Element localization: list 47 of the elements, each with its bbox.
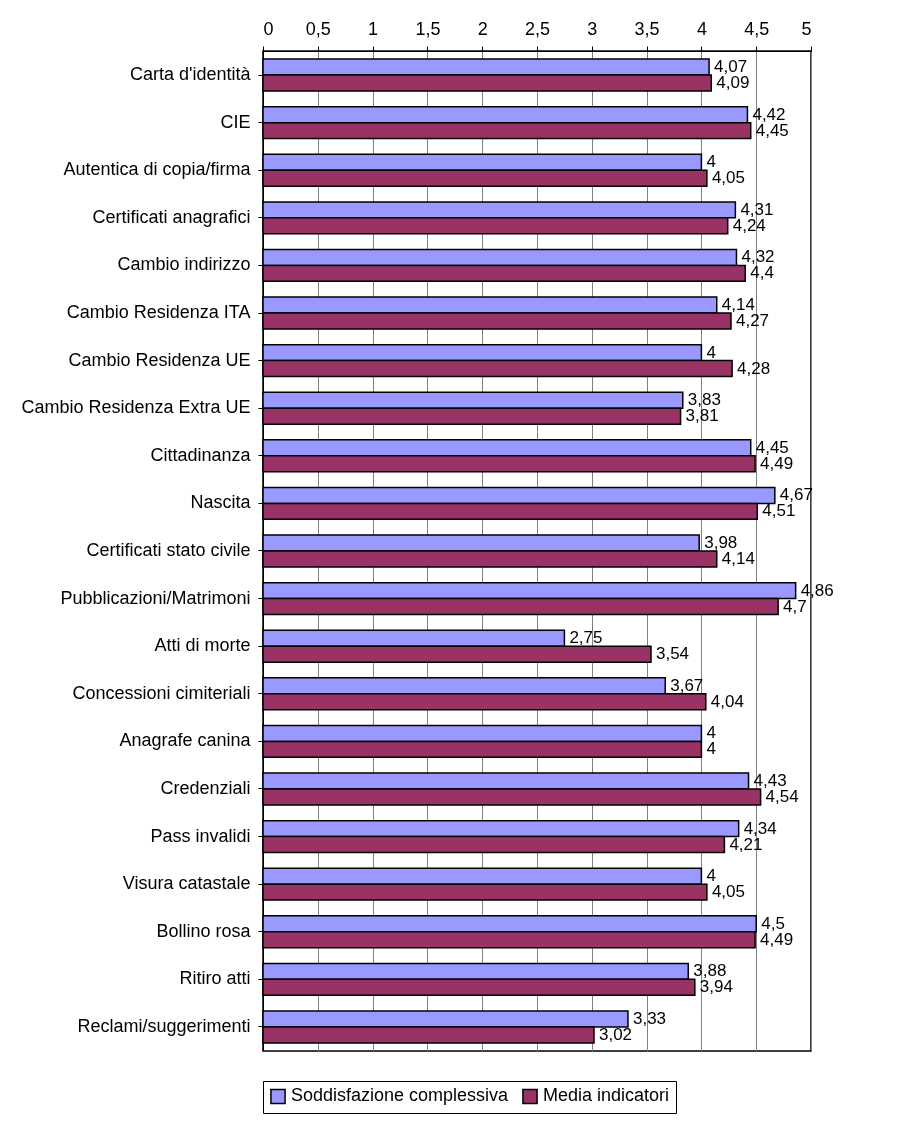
data-label: 4,51	[762, 501, 796, 521]
y-tick-label: CIE	[220, 111, 251, 132]
data-label: 4,04	[710, 691, 744, 711]
data-label: 4,5	[761, 913, 785, 933]
x-tick-label: 0,5	[305, 18, 331, 39]
x-tick-label: 1,5	[415, 18, 441, 39]
y-tick-label: Carta d'identità	[129, 64, 252, 85]
data-label: 4,45	[755, 437, 789, 457]
y-tick-label: Visura catastale	[122, 873, 251, 894]
data-label: 3,33	[632, 1008, 667, 1028]
data-label: 3,67	[670, 675, 704, 695]
y-tick-label: Ritiro atti	[179, 968, 251, 989]
y-tick-label: Reclami/suggerimenti	[77, 1015, 251, 1036]
x-tick-label: 4	[696, 18, 707, 39]
y-tick-label: Cambio Residenza ITA	[66, 302, 251, 323]
x-tick-label: 2,5	[524, 18, 551, 39]
y-tick-label: Cambio Residenza UE	[68, 349, 251, 370]
x-tick-label: 2	[477, 18, 488, 39]
y-tick-label: Credenziali	[160, 777, 251, 798]
legend-label: Soddisfazione complessiva	[291, 1085, 510, 1106]
y-tick-label: Cambio Residenza Extra UE	[21, 397, 251, 418]
data-label: 3,54	[655, 644, 690, 664]
y-tick-label: Cittadinanza	[150, 444, 252, 465]
data-label: 2,75	[569, 628, 603, 648]
x-tick-label: 4,5	[744, 18, 770, 39]
x-tick-label: 0	[263, 18, 274, 39]
x-tick-label: 1	[368, 18, 379, 39]
y-tick-label: Atti di morte	[154, 635, 251, 656]
y-tick-label: Autentica di copia/firma	[63, 159, 252, 180]
legend-label: Media indicatori	[543, 1085, 670, 1106]
y-tick-label: Nascita	[190, 492, 252, 513]
data-label: 4,31	[740, 199, 774, 219]
y-tick-label: Bollino rosa	[156, 920, 252, 941]
y-tick-label: Certificati stato civile	[86, 540, 251, 560]
data-label: 4	[706, 342, 716, 362]
data-label: 4,7	[783, 596, 807, 616]
y-tick-label: Pass invalidi	[150, 825, 251, 846]
y-tick-label: Concessioni cimiteriali	[72, 682, 251, 703]
x-tick-label: 5	[801, 18, 812, 39]
y-tick-label: Pubblicazioni/Matrimoni	[60, 587, 251, 608]
data-label: 4,28	[737, 358, 771, 378]
y-tick-label: Cambio indirizzo	[117, 254, 251, 275]
y-tick-label: Certificati anagrafici	[92, 206, 251, 227]
data-label: 3,02	[598, 1024, 633, 1044]
x-tick-label: 3	[587, 18, 598, 39]
x-tick-label: 3,5	[634, 18, 660, 39]
y-tick-label: Anagrafe canina	[119, 730, 252, 751]
